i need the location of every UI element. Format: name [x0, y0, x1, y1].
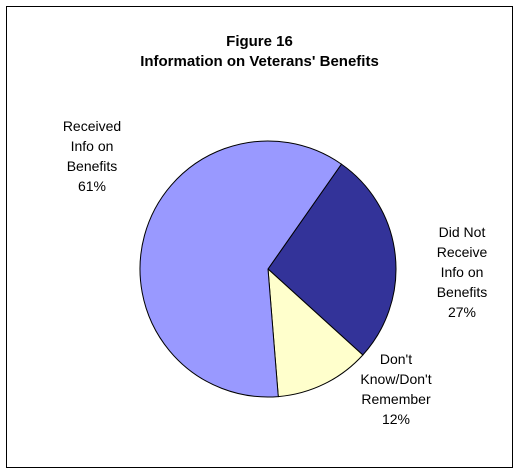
pie-slice-received-info-on-benefits	[139, 140, 343, 398]
slice-label-don-t-know-don-t-remember: Don't Know/Don't Remember 12%	[360, 351, 431, 427]
chart-title-line-2: Information on Veterans' Benefits	[140, 53, 379, 70]
slice-label-received-info-on-benefits: Received Info on Benefits 61%	[63, 118, 121, 194]
pie-slice-did-not-receive-info-on-benefits	[267, 163, 397, 356]
pie-slice-don-t-know-don-t-remember	[267, 267, 364, 398]
slice-label-did-not-receive-info-on-benefits: Did Not Receive Info on Benefits 27%	[437, 224, 488, 320]
chart-title-line-1: Figure 16	[226, 33, 293, 50]
